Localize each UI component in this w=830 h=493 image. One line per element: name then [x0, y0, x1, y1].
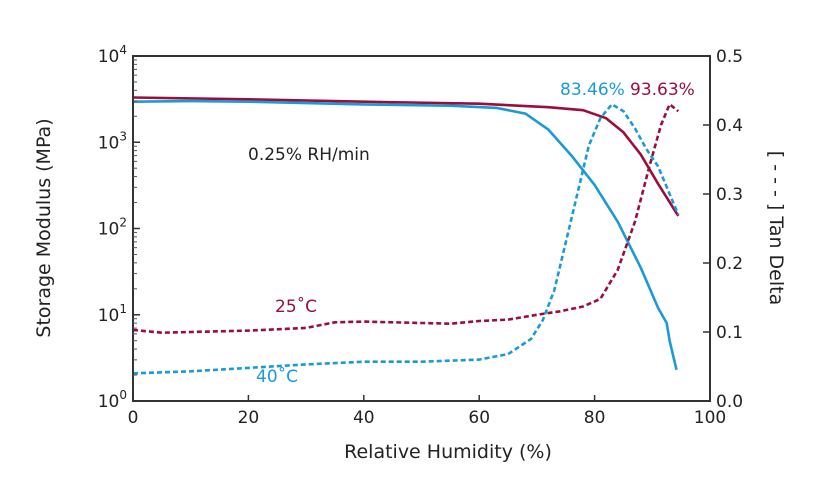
right-y-tick-label: 0.3 — [716, 185, 743, 205]
left-y-tick-label: 101 — [98, 302, 127, 326]
modulus-line-40c — [132, 99, 678, 371]
right-y-tick-label: 0.1 — [716, 323, 743, 343]
right-y-tick-label: 0.4 — [716, 116, 743, 136]
x-tick-label: 60 — [468, 408, 490, 428]
right-y-tick-label: 0.0 — [716, 392, 743, 412]
left-y-tick-label: 103 — [98, 129, 127, 153]
left-y-tick-label: 104 — [98, 43, 127, 67]
x-tick-label: 80 — [584, 408, 606, 428]
x-tick-label: 100 — [694, 408, 726, 428]
plot-frame — [132, 55, 711, 402]
modulus-line-25c — [132, 96, 680, 217]
tan-delta-line-40c — [132, 103, 680, 375]
peak-label-25c: 93.63% — [630, 80, 695, 100]
right-y-tick-label: 0.2 — [716, 254, 743, 274]
right-y-tick-label: 0.5 — [716, 47, 743, 67]
left-y-tick-label: 100 — [98, 388, 127, 412]
ticks-layer: 0 20 40 60 80 100 100 101 102 103 104 0.0 0.1 0.2 0.3 0… — [98, 43, 743, 428]
x-tick-label: 40 — [353, 408, 375, 428]
x-tick-label: 20 — [238, 408, 260, 428]
curves-layer — [132, 96, 680, 375]
x-axis-title: Relative Humidity (%) — [344, 441, 552, 463]
tan-delta-line-25c — [132, 103, 680, 334]
x-tick-label: 0 — [128, 408, 139, 428]
peak-label-40c: 83.46% — [560, 80, 625, 100]
right-y-axis-title: [ - - - ] Tan Delta — [765, 151, 787, 305]
left-y-axis-title: Storage Modulus (MPa) — [33, 118, 55, 337]
series-label-40c: 40˚C — [256, 366, 298, 387]
left-y-tick-label: 102 — [98, 216, 127, 240]
series-label-25c: 25˚C — [275, 296, 317, 317]
rate-annotation: 0.25% RH/min — [248, 145, 370, 165]
